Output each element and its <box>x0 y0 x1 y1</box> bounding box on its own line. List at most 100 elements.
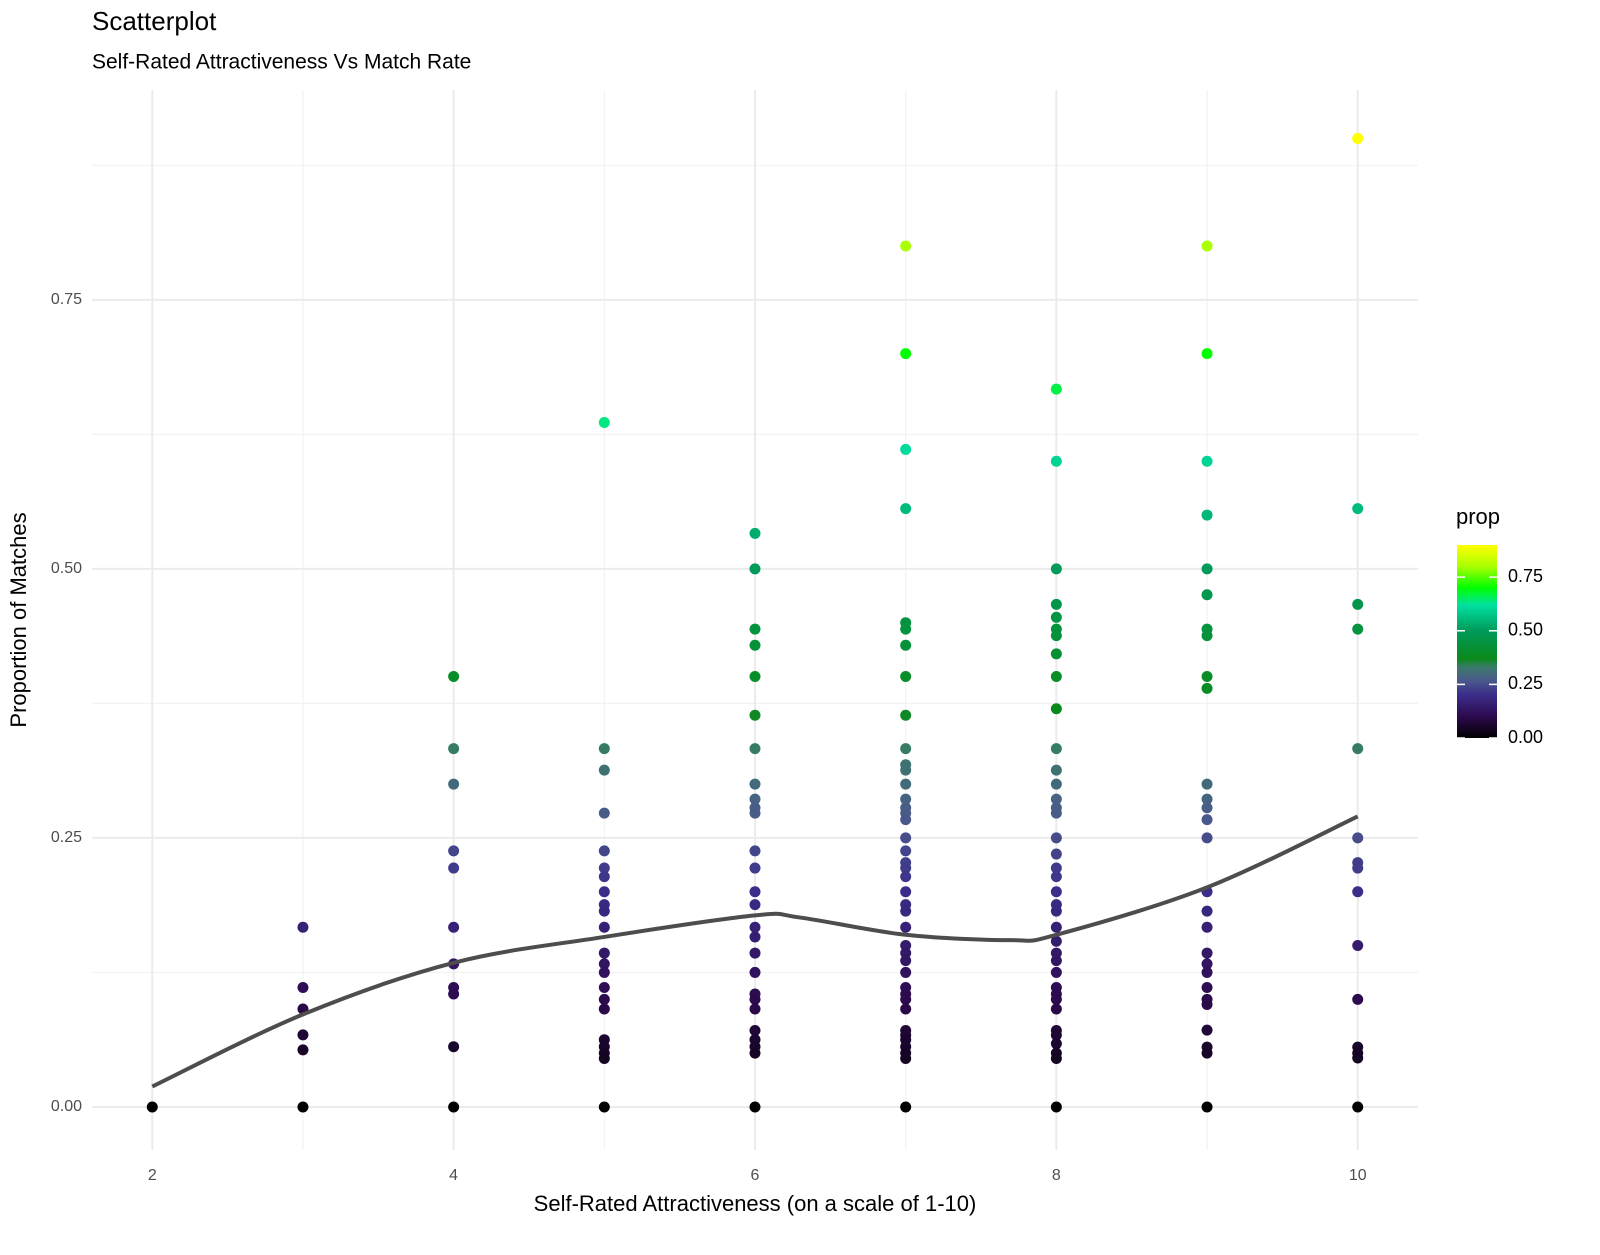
point <box>1352 743 1364 755</box>
point <box>598 993 610 1005</box>
point <box>900 921 912 933</box>
point <box>1050 993 1062 1005</box>
point <box>749 709 761 721</box>
x-tick-label: 8 <box>1052 1167 1061 1184</box>
legend-title: prop <box>1456 504 1500 529</box>
point <box>749 807 761 819</box>
point <box>1201 778 1213 790</box>
point <box>749 899 761 911</box>
point <box>1201 999 1213 1011</box>
point <box>749 1047 761 1059</box>
x-axis-label: Self-Rated Attractiveness (on a scale of… <box>534 1191 977 1216</box>
point <box>900 778 912 790</box>
point <box>900 832 912 844</box>
point <box>1201 832 1213 844</box>
point <box>1050 955 1062 967</box>
point <box>749 743 761 755</box>
point <box>900 871 912 883</box>
chart-title: Scatterplot <box>92 6 217 36</box>
point <box>297 1044 309 1056</box>
point <box>297 921 309 933</box>
point <box>900 966 912 978</box>
point <box>598 871 610 883</box>
point <box>598 982 610 994</box>
point <box>749 563 761 575</box>
point <box>900 940 912 952</box>
point <box>598 1053 610 1065</box>
point <box>900 670 912 682</box>
smooth-line <box>151 814 1359 1089</box>
point <box>1050 1101 1062 1113</box>
point <box>1050 871 1062 883</box>
point <box>1050 611 1062 623</box>
point <box>448 1101 460 1113</box>
x-tick-label: 2 <box>148 1167 157 1184</box>
legend-tick-label: 0.00 <box>1508 727 1543 747</box>
y-tick-label: 0.75 <box>51 291 82 308</box>
point <box>1050 630 1062 642</box>
point <box>900 240 912 252</box>
point <box>1050 563 1062 575</box>
point <box>598 845 610 857</box>
point <box>1352 1101 1364 1113</box>
point <box>1050 886 1062 898</box>
point <box>900 993 912 1005</box>
legend-tick-label: 0.25 <box>1508 673 1543 693</box>
point <box>598 862 610 874</box>
point <box>598 958 610 970</box>
y-tick-label: 0.25 <box>51 829 82 846</box>
chart-subtitle: Self-Rated Attractiveness Vs Match Rate <box>92 51 471 74</box>
point <box>1201 589 1213 601</box>
point <box>1050 455 1062 467</box>
y-tick-label: 0.50 <box>51 560 82 577</box>
point <box>900 623 912 635</box>
point <box>900 348 912 360</box>
point <box>900 639 912 651</box>
point <box>1050 862 1062 874</box>
point <box>448 778 460 790</box>
point <box>448 670 460 682</box>
x-tick-label: 4 <box>449 1167 458 1184</box>
point <box>1050 807 1062 819</box>
point <box>448 862 460 874</box>
point <box>1050 905 1062 917</box>
point <box>900 764 912 776</box>
point <box>1050 793 1062 805</box>
point <box>1201 563 1213 575</box>
point <box>1201 958 1213 970</box>
point <box>1050 832 1062 844</box>
point <box>1201 1024 1213 1036</box>
point <box>749 778 761 790</box>
point <box>598 966 610 978</box>
point <box>1050 670 1062 682</box>
point <box>448 921 460 933</box>
point <box>1352 503 1364 515</box>
point <box>1201 1047 1213 1059</box>
point <box>900 443 912 455</box>
point <box>598 1003 610 1015</box>
point <box>1201 814 1213 826</box>
point <box>1201 1101 1213 1113</box>
point <box>900 1053 912 1065</box>
point <box>1050 1053 1062 1065</box>
point <box>598 886 610 898</box>
point <box>1352 1052 1364 1064</box>
point <box>1201 682 1213 694</box>
point <box>749 670 761 682</box>
point <box>297 1101 309 1113</box>
point <box>598 905 610 917</box>
point <box>900 814 912 826</box>
point <box>1050 764 1062 776</box>
point <box>900 905 912 917</box>
point <box>1050 947 1062 959</box>
point <box>1201 802 1213 814</box>
point <box>448 988 460 1000</box>
point <box>749 966 761 978</box>
point <box>749 931 761 943</box>
point <box>1201 670 1213 682</box>
point <box>749 527 761 539</box>
point <box>900 947 912 959</box>
point <box>1050 598 1062 610</box>
point <box>1352 862 1364 874</box>
